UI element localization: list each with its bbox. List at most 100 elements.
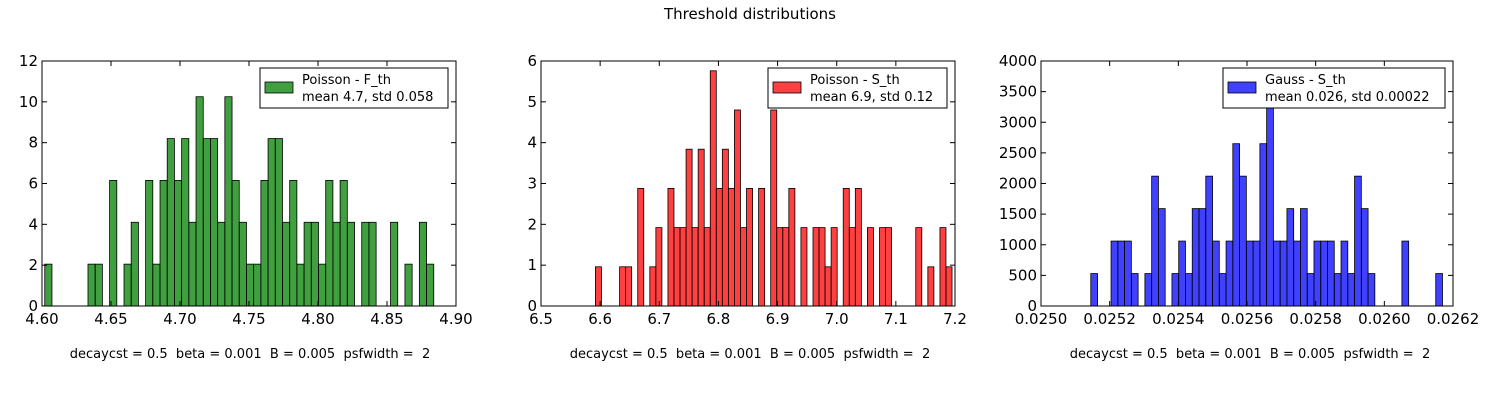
figure-title: Threshold distributions: [664, 5, 836, 23]
histogram-bar: [1360, 208, 1369, 307]
histogram-bar: [740, 227, 747, 307]
histogram-bar: [703, 227, 711, 307]
histogram-bar: [1279, 240, 1288, 307]
histogram-bar: [318, 263, 327, 307]
histogram-bar: [1198, 208, 1207, 307]
y-tick-label: 2000: [999, 175, 1037, 193]
histogram-bar: [1110, 240, 1119, 307]
histogram-bar: [667, 187, 675, 307]
histogram-bar: [939, 227, 947, 307]
histogram-bar: [655, 227, 663, 307]
histogram-bar: [274, 138, 283, 307]
histogram-bar: [87, 263, 96, 307]
x-tick-label: 4.60: [25, 310, 58, 328]
histogram-bar: [915, 227, 923, 307]
histogram-bar: [426, 263, 435, 307]
y-tick-label: 2: [527, 215, 537, 233]
histogram-bar: [303, 221, 312, 307]
histogram-bar: [679, 227, 687, 307]
histogram-bar: [879, 227, 886, 307]
histogram-bar: [1185, 273, 1193, 307]
histogram-bar: [217, 221, 226, 307]
x-tick-label: 4.70: [163, 310, 196, 328]
histogram-bar: [776, 227, 784, 307]
histogram-bar: [721, 148, 729, 307]
histogram-bar: [325, 180, 334, 307]
histogram-bar: [195, 96, 204, 307]
histogram-bar: [1367, 273, 1376, 307]
histogram-bar: [818, 227, 826, 307]
histogram-bar: [346, 221, 355, 307]
histogram-bar: [282, 221, 291, 307]
histogram-bar: [44, 263, 53, 307]
histogram-bar: [1333, 273, 1342, 307]
x-tick-label: 6.5: [529, 310, 553, 328]
histogram-bar: [390, 221, 399, 307]
histogram-bar: [1293, 240, 1301, 307]
histogram-panel-2: 6.5 6.6 6.7 6.8 6.9 7.0 7.1 7.2 0 1 2 3 4 5 6 Poisson -…: [527, 52, 966, 328]
y-tick-label: 4: [527, 134, 537, 152]
histogram-bar: [418, 221, 427, 307]
x-tick-label: 7.0: [825, 310, 849, 328]
histogram-bar: [202, 138, 211, 307]
y-tick-label: 10: [19, 93, 38, 111]
histogram-bar: [123, 263, 132, 307]
histogram-bar: [339, 180, 348, 307]
legend-stats: mean 4.7, std 0.058: [302, 90, 433, 105]
y-tick-label: 3000: [999, 113, 1037, 131]
legend-label: Poisson - S_th: [810, 73, 900, 88]
histogram-bar: [1313, 240, 1322, 307]
x-tick-label: 7.1: [884, 310, 908, 328]
histogram-bar: [619, 266, 627, 307]
histogram-panel-1: 4.60 4.65 4.70 4.75 4.80 4.85 4.90 0 2 4 6 8 10 12 Poi…: [19, 52, 473, 328]
histogram-bar: [1124, 240, 1132, 307]
y-tick-label: 8: [28, 134, 38, 152]
histogram-bar: [210, 138, 219, 307]
legend-stats: mean 0.026, std 0.00022: [1265, 90, 1430, 105]
histogram-bar: [637, 187, 645, 307]
histogram-bar: [1306, 273, 1315, 307]
y-tick-label: 2: [28, 256, 38, 274]
caption-panel-3: decaycst = 0.5 beta = 0.001 B = 0.005 ps…: [1069, 347, 1431, 362]
histogram-bar: [595, 266, 602, 307]
histogram-bar: [848, 227, 856, 307]
histogram-bar: [1286, 208, 1295, 307]
legend-stats: mean 6.9, std 0.12: [810, 90, 933, 105]
histogram-bar: [854, 187, 862, 307]
legend-label: Gauss - S_th: [1265, 73, 1346, 88]
y-tick-label: 4: [28, 215, 38, 233]
histogram-bar: [310, 221, 319, 307]
x-tick-label: 0.0262: [1427, 310, 1480, 328]
x-tick-label: 4.75: [232, 310, 265, 328]
histogram-bar: [746, 187, 753, 307]
histogram-bar: [758, 187, 766, 307]
histogram-bar: [812, 227, 820, 307]
x-tick-label: 0.0256: [1221, 310, 1274, 328]
histogram-bar: [296, 263, 305, 307]
histogram-bar: [1327, 240, 1335, 307]
y-tick-label: 3500: [999, 83, 1037, 101]
histogram-bar: [267, 138, 276, 307]
x-tick-label: 7.2: [943, 310, 967, 328]
histogram-bar: [332, 221, 341, 307]
x-tick-label: 0.0254: [1152, 310, 1205, 328]
histogram-bar: [174, 180, 183, 307]
histogram-bar: [691, 227, 699, 307]
x-tick-label: 4.80: [301, 310, 334, 328]
histogram-bar: [685, 148, 693, 307]
legend-swatch: [264, 81, 294, 94]
histogram-bar: [727, 187, 735, 307]
histogram-bar: [1158, 208, 1166, 307]
x-tick-label: 0.0260: [1358, 310, 1411, 328]
histogram-bar: [238, 221, 247, 307]
x-tick-label: 0.0258: [1289, 310, 1342, 328]
x-tick-label: 6.6: [588, 310, 612, 328]
histogram-bar: [1225, 240, 1234, 307]
histogram-bar: [1151, 175, 1159, 307]
y-tick-label: 3: [527, 175, 537, 193]
histogram-bar: [404, 263, 413, 307]
y-tick-label: 5: [527, 93, 537, 111]
histogram-bar: [1435, 273, 1443, 307]
